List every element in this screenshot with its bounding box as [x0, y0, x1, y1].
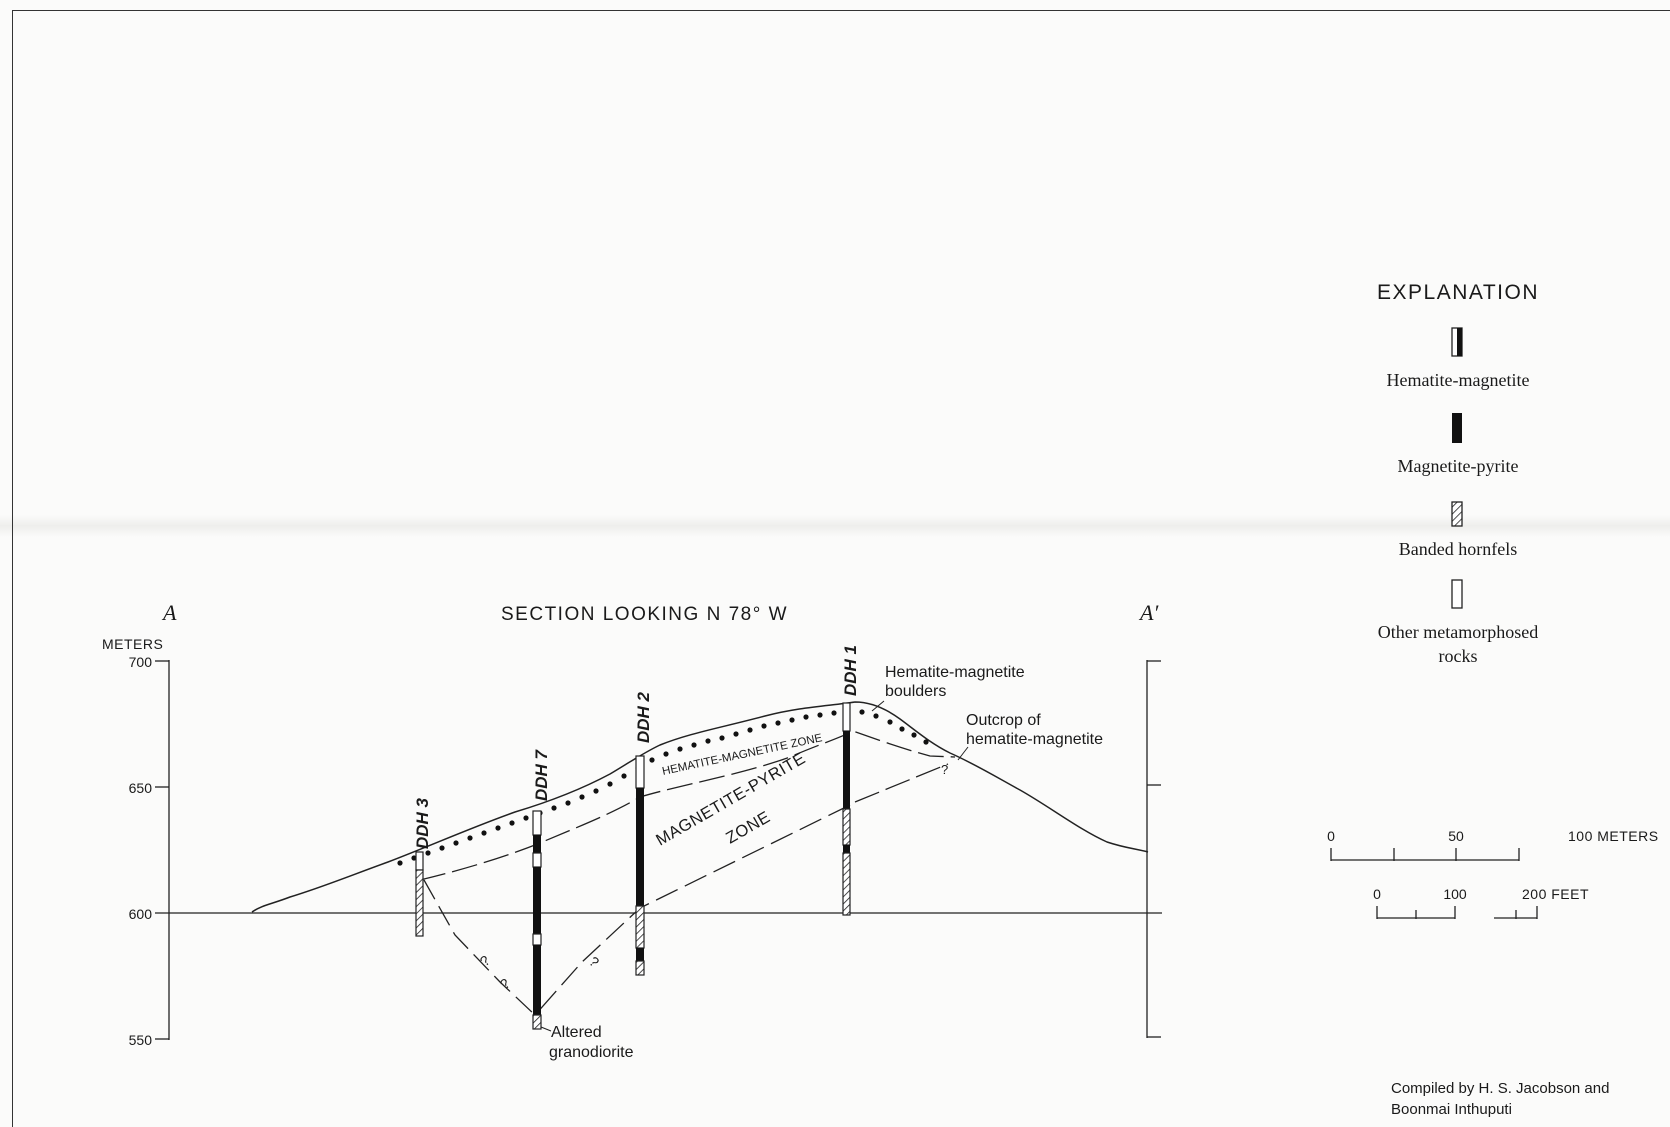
boulder-dots [397, 709, 929, 866]
legend-label-magnetite-pyrite: Magnetite-pyrite [1398, 456, 1519, 476]
scale-bar-meters [1330, 848, 1520, 861]
legend-swatch-other-metamorphosed [1451, 579, 1463, 609]
boulders-annotation-line1: Hematite-magnetite [885, 664, 1025, 681]
legend-swatch-banded-hornfels [1451, 501, 1463, 527]
outcrop-annotation-line2: hematite-magnetite [966, 731, 1103, 748]
axis-unit-label: METERS [102, 636, 163, 652]
explanation-title: EXPLANATION [1377, 281, 1539, 304]
legend-label-banded-hornfels: Banded hornfels [1399, 539, 1517, 559]
legend-swatch-magnetite-pyrite [1452, 413, 1462, 443]
legend-label-hematite-magnetite: Hematite-magnetite [1387, 370, 1530, 390]
scale-feet-label-100: 100 [1443, 886, 1467, 902]
drill-hole-ddh2 [635, 755, 645, 976]
query-mark-east: ? [941, 762, 948, 777]
scale-bar-feet [1376, 906, 1538, 919]
tick-label-650: 650 [129, 780, 153, 796]
altered-annotation-line2: granodiorite [549, 1044, 634, 1061]
outcrop-leader-line [957, 746, 969, 761]
boulders-leader-line [871, 700, 885, 712]
ddh3-label: DDH 3 [413, 797, 432, 849]
hematite-zone-base-contact [419, 730, 956, 881]
credit-line2: Boonmai Inthuputi [1391, 1101, 1512, 1118]
tick-label-700: 700 [129, 654, 153, 670]
drill-hole-ddh1 [842, 702, 851, 916]
ddh7-label: DDH 7 [532, 748, 551, 801]
scale-feet-label-200: 200 FEET [1522, 886, 1589, 902]
sheet-border-top [12, 10, 1670, 11]
tick-label-600: 600 [129, 906, 153, 922]
section-title: SECTION LOOKING N 78° W [501, 604, 788, 625]
drill-hole-ddh7 [532, 810, 542, 1030]
magnetite-zone-lower-contact [534, 804, 851, 1016]
boulders-annotation-line2: boulders [885, 683, 946, 700]
outcrop-annotation-line1: Outcrop of [966, 712, 1041, 729]
section-end-a-prime: A′ [1138, 600, 1159, 625]
altered-leader-line [540, 1026, 552, 1032]
scale-feet-label-0: 0 [1373, 886, 1381, 902]
credit-line1: Compiled by H. S. Jacobson and [1391, 1080, 1609, 1097]
magnetite-zone-west-contact [423, 879, 536, 1016]
drill-hole-ddh3 [415, 851, 424, 937]
scale-meters-label-100: 100 METERS [1568, 828, 1659, 844]
ground-surface-line [251, 701, 1149, 913]
ddh2-label: DDH 2 [634, 691, 653, 743]
paper-fold [0, 515, 1670, 537]
legend-label-other-line1: Other metamorphosed [1378, 622, 1538, 642]
legend-label-other-line2: rocks [1439, 646, 1478, 666]
ddh1-label: DDH 1 [841, 645, 860, 696]
magnetite-zone-label-line2: ZONE [723, 808, 773, 848]
scale-meters-label-50: 50 [1448, 828, 1464, 844]
section-end-a: A [161, 600, 177, 625]
tick-label-550: 550 [129, 1032, 153, 1048]
query-mark-west-1: ? [477, 952, 493, 969]
query-mark-west-2: ? [497, 975, 513, 992]
scale-meters-label-0: 0 [1327, 828, 1335, 844]
sheet-border-left [12, 10, 13, 1127]
legend-swatch-hematite-magnetite [1451, 327, 1463, 357]
altered-annotation-line1: Altered [551, 1024, 602, 1041]
magnetite-contact-upper-east [854, 763, 949, 803]
